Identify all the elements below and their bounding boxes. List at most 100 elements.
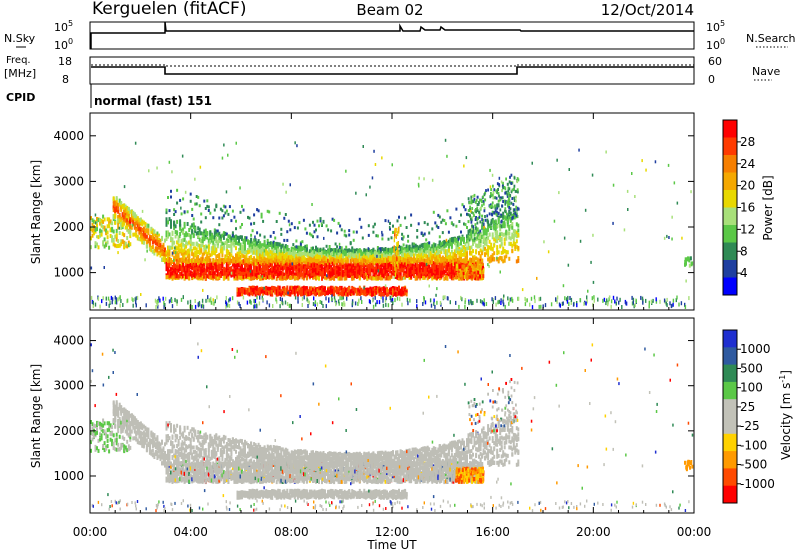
echo-cell [171, 276, 174, 281]
echo-cell [308, 249, 311, 254]
echo-cell [198, 231, 201, 236]
echo-cell [189, 243, 192, 248]
nsearch-tick-top: 105 [706, 19, 725, 34]
echo-cell [106, 224, 109, 229]
echo-cell [313, 252, 316, 257]
echo-cell [183, 258, 186, 263]
echo-cell [259, 295, 261, 300]
echo-cell [268, 303, 271, 308]
echo-cell [302, 255, 305, 260]
echo-cell [198, 227, 201, 232]
echo-cell [384, 219, 387, 223]
echo-cell [126, 205, 129, 210]
echo-cell [319, 219, 322, 223]
echo-cell [304, 269, 307, 274]
echo-cell [289, 251, 292, 255]
echo-cell [174, 253, 177, 258]
echo-cell [293, 250, 296, 255]
echo-cell [295, 264, 298, 269]
echo-cell [222, 270, 225, 275]
echo-cell [189, 235, 192, 240]
echo-cell [586, 299, 588, 304]
echo-cell [210, 252, 213, 257]
echo-cell [207, 238, 210, 243]
echo-cell [194, 202, 197, 206]
echo-cell [305, 231, 308, 235]
echo-cell [339, 291, 342, 296]
echo-cell [228, 261, 231, 265]
echo-cell [228, 244, 231, 249]
echo-cell [277, 264, 280, 269]
echo-cell [227, 251, 230, 256]
echo-cell [318, 261, 320, 266]
echo-cell [256, 246, 259, 251]
echo-cell [346, 257, 349, 262]
echo-cell [218, 223, 221, 227]
echo-cell [213, 271, 216, 276]
echo-cell [138, 230, 141, 235]
echo-cell [293, 247, 296, 252]
echo-cell [271, 273, 274, 278]
echo-cell [268, 242, 271, 247]
echo-cell [572, 302, 575, 307]
echo-cell [275, 267, 278, 272]
echo-cell [100, 229, 103, 234]
echo-cell [301, 258, 304, 262]
echo-cell [174, 247, 177, 252]
echo-cell [331, 275, 334, 280]
echo-cell [225, 209, 228, 213]
echo-cell [293, 290, 296, 295]
echo-cell [305, 292, 308, 297]
echo-cell [195, 269, 198, 274]
echo-cell [275, 287, 278, 292]
echo-cell [293, 288, 296, 293]
echo-cell [328, 287, 331, 292]
echo-cell [197, 255, 200, 259]
echo-cell [236, 259, 239, 264]
echo-cell [345, 245, 348, 249]
echo-cell [168, 299, 171, 304]
echo-cell [197, 271, 200, 275]
echo-cell [227, 276, 230, 281]
echo-cell [684, 305, 687, 309]
echo-cell [94, 227, 97, 232]
echo-cell [301, 261, 304, 266]
echo-cell [655, 297, 657, 302]
echo-cell [218, 272, 221, 277]
echo-cell [284, 244, 287, 249]
echo-cell [460, 295, 462, 300]
echo-cell [558, 302, 561, 307]
echo-cell [336, 231, 339, 235]
echo-cell [239, 271, 242, 276]
echo-cell [96, 242, 98, 247]
echo-cell [207, 274, 210, 279]
echo-cell [259, 266, 262, 271]
echo-cell [194, 261, 197, 266]
echo-cell [218, 267, 221, 272]
echo-cell [201, 257, 204, 262]
echo-cell [198, 267, 201, 272]
echo-cell [576, 303, 578, 308]
echo-cell [328, 272, 331, 277]
echo-cell [315, 292, 317, 297]
echo-cell [334, 268, 337, 273]
echo-cell [163, 300, 165, 305]
echo-cell [127, 209, 130, 214]
echo-cell [250, 263, 253, 268]
echo-cell [136, 236, 139, 241]
echo-cell [132, 232, 135, 237]
echo-cell [305, 268, 308, 273]
echo-cell [216, 240, 219, 245]
echo-cell [135, 228, 138, 233]
echo-cell [372, 298, 374, 303]
echo-cell [107, 296, 110, 301]
echo-cell [203, 274, 206, 279]
echo-cell [330, 257, 333, 262]
echo-cell [201, 271, 204, 276]
echo-cell [164, 258, 166, 263]
echo-cell [256, 231, 259, 235]
echo-cell [286, 230, 289, 234]
echo-cell [271, 241, 274, 245]
echo-cell [97, 235, 100, 240]
echo-cell [198, 249, 201, 254]
